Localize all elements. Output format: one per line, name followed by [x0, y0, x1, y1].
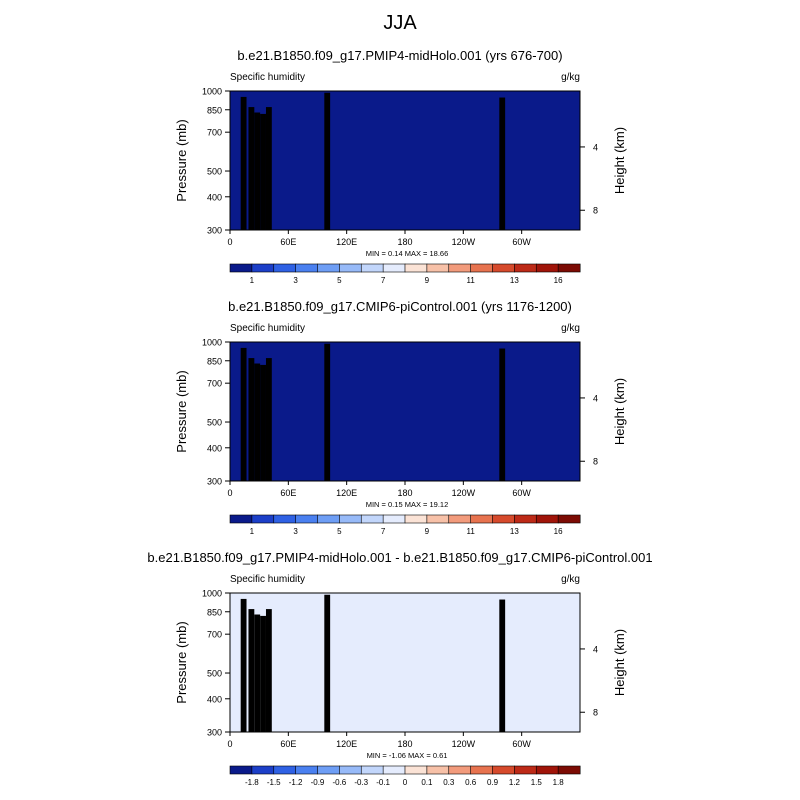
colorbar-swatch [382, 263, 406, 273]
colorbar-swatch [514, 263, 537, 273]
colorbar-label: 9 [425, 276, 430, 285]
y-right-axis-label: Height (km) [612, 127, 627, 194]
panel-1-plot: Specific humidity g/kg 300 400 500 700 850 1000… [174, 72, 627, 258]
colorbar-swatch [426, 263, 450, 273]
plot-area [230, 91, 580, 230]
plot-area [230, 342, 580, 481]
x-tick-label: 60W [512, 237, 531, 247]
y-tick-label: 400 [207, 192, 222, 202]
colorbar-swatch [557, 263, 581, 273]
colorbar-swatch [295, 263, 319, 273]
x-tick-label: 120W [452, 237, 476, 247]
y-tick-label: 1000 [202, 87, 222, 97]
colorbar-swatch [470, 263, 494, 273]
panel-2-title: b.e21.B1850.f09_g17.CMIP6-piControl.001 … [228, 299, 572, 314]
x-tick-label: 0 [227, 237, 232, 247]
colorbar-label: 1 [250, 276, 255, 285]
left-label: Specific humidity [230, 72, 305, 83]
colorbar-label: 11 [466, 276, 475, 285]
x-tick-label: 180 [397, 237, 412, 247]
x-tick-label: 60E [280, 237, 296, 247]
min-max-stats: MIN = 0.14 MAX = 18.66 [366, 249, 449, 258]
colorbar-swatch [317, 263, 340, 273]
panel-1-title: b.e21.B1850.f09_g17.PMIP4-midHolo.001 (y… [237, 48, 563, 63]
colorbar-swatch [535, 263, 559, 273]
colorbar-label: 5 [337, 276, 342, 285]
colorbar-label: 13 [510, 276, 519, 285]
topography-mask [248, 107, 255, 230]
colorbar-swatch [251, 263, 275, 273]
y-tick-label: 300 [207, 226, 222, 236]
y-tick-label: 850 [207, 105, 222, 115]
topography-mask [265, 107, 272, 230]
topography-mask [499, 97, 506, 230]
colorbar-swatch [273, 263, 297, 273]
y-right-tick-label: 8 [593, 206, 598, 216]
topography-mask [240, 96, 247, 230]
colorbar-label: 3 [293, 276, 298, 285]
panel-2-plot: Specific humidity g/kg3004005007008501000… [174, 323, 627, 509]
units-label: g/kg [561, 72, 580, 83]
topography-mask [254, 112, 261, 230]
colorbar-swatch [404, 263, 428, 273]
colorbar-swatch [339, 263, 362, 273]
figure-title: JJA [383, 12, 417, 34]
colorbar-swatch [229, 263, 253, 273]
panel-1-colorbar: 1 3 5 7 9 11 13 16 [229, 263, 581, 285]
topography-mask [324, 92, 331, 231]
colorbar-label: 16 [554, 276, 563, 285]
y-tick-label: 500 [207, 167, 222, 177]
colorbar-label: 7 [381, 276, 386, 285]
x-tick-label: 120E [336, 237, 357, 247]
colorbar-swatch [492, 263, 515, 273]
y-axis-label: Pressure (mb) [174, 119, 189, 201]
y-right-tick-label: 4 [593, 142, 598, 152]
colorbar-swatch [448, 263, 472, 273]
y-tick-label: 700 [207, 128, 222, 138]
colorbar-swatch [360, 263, 384, 273]
topography-mask [260, 113, 266, 230]
